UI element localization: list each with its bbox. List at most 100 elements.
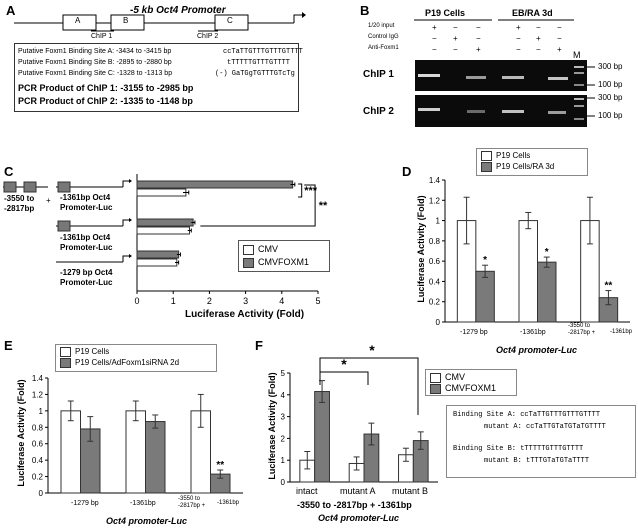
sign-cell: + xyxy=(476,45,481,54)
chart-f-tick-label: 3 xyxy=(281,413,286,422)
sign-cell: − xyxy=(516,45,521,54)
panel-label-f: F xyxy=(255,338,263,353)
chart-d-xtick: -3550 to -2817bp + xyxy=(568,323,596,336)
chart-d-xtick: -1361bp xyxy=(610,329,633,335)
chart-d-xtick: -1279 bp xyxy=(460,329,488,336)
chart-e-tick-label: 0.8 xyxy=(32,423,44,432)
chart-f-xlabel1: -3550 to -2817bp + -1361bp xyxy=(297,500,412,510)
sign-cell: + xyxy=(453,34,458,43)
sign-cell: − xyxy=(557,34,562,43)
chart-c-tick-label: 3 xyxy=(243,296,248,306)
chart-c-legend: CMV CMVFOXM1 xyxy=(238,240,330,272)
legend-cmvfoxm1: CMVFOXM1 xyxy=(430,383,496,394)
sign-cell: − xyxy=(536,45,541,54)
binding-line: Putative Foxm1 Binding Site A: -3434 to … xyxy=(18,48,172,55)
binding-sites-box: Putative Foxm1 Binding Site A: -3434 to … xyxy=(14,43,303,112)
row-label: Anti-Foxm1 xyxy=(368,45,399,51)
panel-label-c: C xyxy=(4,164,14,179)
mut-line: mutant A: ccTaTTGTaTGTaTGTTTT xyxy=(484,423,606,431)
mut-line: mutant B: tTTTGTaTGTaTTTT xyxy=(484,457,590,465)
binding-line: Putative Foxm1 Binding Site C: -1328 to … xyxy=(18,70,173,77)
binding-seq: tTTTTTGTTTGTTTT xyxy=(227,59,291,67)
size-label: 100 bp xyxy=(598,111,623,120)
sign-cell: + xyxy=(557,45,562,54)
legend-cmv: CMV xyxy=(430,372,465,383)
chart-e-xtick: -1361bp xyxy=(217,500,240,506)
chart-c-tick-label: 2 xyxy=(207,296,212,306)
construct-3-label: -1279 bp Oct4 Promoter-Luc xyxy=(60,268,113,287)
chart-d-sig: * xyxy=(545,247,549,258)
gel-image-chip1 xyxy=(415,60,587,91)
chart-f-tick-label: 4 xyxy=(281,391,286,400)
gel-label-chip2: ChIP 2 xyxy=(363,106,394,117)
sign-cell: − xyxy=(476,34,481,43)
chart-f-xlabel2: Oct4 promoter-Luc xyxy=(318,513,400,523)
chart-e-tick-label: 0.4 xyxy=(32,456,44,465)
size-label: 300 bp xyxy=(598,93,623,102)
chart-e-tick-label: 1 xyxy=(39,407,44,416)
chart-d-tick-label: 0.4 xyxy=(429,277,441,286)
chart-d-tick-label: 0.6 xyxy=(429,257,441,266)
chart-f-xtick: mutant A xyxy=(340,486,376,496)
chart-c-tick-label: 1 xyxy=(171,296,176,306)
chip2-label: ChIP 2 xyxy=(197,33,219,40)
sign-cell: − xyxy=(432,34,437,43)
chart-c-tick-label: 5 xyxy=(315,296,320,306)
chart-c-bracket xyxy=(200,184,316,227)
chart-f-ylabel: Luciferase Activity (Fold) xyxy=(267,372,277,480)
chart-d-tick-label: 0.8 xyxy=(429,237,441,246)
chart-c-bracket xyxy=(298,183,303,198)
pcr-line: PCR Product of ChIP 2: -1335 to -1148 bp xyxy=(18,96,193,106)
chart-d-xlabel: Oct4 promoter-Luc xyxy=(496,345,578,355)
chart-e-xtick: -3550 to -2817bp + xyxy=(178,496,206,509)
chart-f-bracket xyxy=(319,371,369,385)
chart-f-tick-label: 5 xyxy=(281,369,286,378)
chart-f-xtick: mutant B xyxy=(392,486,429,496)
chart-e-tick-label: 1.2 xyxy=(32,390,44,399)
gel-label-chip1: ChIP 1 xyxy=(363,69,394,80)
chart-e-tick-label: 1.4 xyxy=(32,374,44,383)
chart-f-xtick: intact xyxy=(296,486,318,496)
chart-e-xtick: -1279 bp xyxy=(71,500,99,507)
chart-e-tick-label: 0 xyxy=(39,489,44,498)
chart-e-legend: P19 Cells P19 Cells/AdFoxm1siRNA 2d xyxy=(55,344,217,372)
site-b-label: B xyxy=(123,16,129,25)
chart-f-tick-label: 1 xyxy=(281,456,286,465)
panel-label-a: A xyxy=(6,3,16,18)
binding-seq: (-) GaTGgTGTTTGTcTg xyxy=(215,70,295,78)
chart-e-xtick: -1361bp xyxy=(130,500,156,507)
binding-seq: ccTaTTGTTTGTTTGTTTT xyxy=(223,48,303,56)
plus-sign: + xyxy=(46,196,51,205)
site-c-label: C xyxy=(227,16,233,25)
sign-cell: + xyxy=(432,23,437,32)
panel-label-d: D xyxy=(402,164,412,179)
binding-line: Putative Foxm1 Binding Site B: -2895 to … xyxy=(18,59,172,66)
chart-c-tick-label: 4 xyxy=(279,296,284,306)
chart-f-legend: CMV CMVFOXM1 xyxy=(425,369,517,396)
chart-d-tick-label: 1 xyxy=(436,217,441,226)
legend-p19-sirna: P19 Cells/AdFoxm1siRNA 2d xyxy=(60,358,179,368)
chart-e-xlabel: Oct4 promoter-Luc xyxy=(106,516,188,526)
chip1-label: ChIP 1 xyxy=(91,33,113,40)
sign-cell: + xyxy=(536,34,541,43)
chart-d-tick-label: 0.2 xyxy=(429,298,441,307)
legend-cmvfoxm1: CMVFOXM1 xyxy=(243,257,309,268)
chart-f-sig: * xyxy=(341,356,347,372)
group-p19: P19 Cells xyxy=(425,8,466,18)
construct-2-label: -1361bp Oct4 Promoter-Luc xyxy=(60,233,113,252)
mut-line: Binding Site A: ccTaTTGTTTGTTTGTTTT xyxy=(453,411,601,419)
chart-f-tick-label: 2 xyxy=(281,434,286,443)
legend-p19: P19 Cells xyxy=(481,151,530,161)
site-a-label: A xyxy=(75,16,81,25)
size-label: 100 bp xyxy=(598,80,623,89)
row-label: Control IgG xyxy=(368,34,399,40)
sign-cell: − xyxy=(453,23,458,32)
sign-cell: − xyxy=(453,45,458,54)
sign-cell: − xyxy=(557,23,562,32)
mutant-box: Binding Site A: ccTaTTGTTTGTTTGTTTT muta… xyxy=(446,405,636,478)
chart-d-sig: ** xyxy=(605,281,613,292)
chart-d-sig: * xyxy=(483,255,487,266)
construct-1-label: -3550 to -2817bp xyxy=(4,194,35,213)
